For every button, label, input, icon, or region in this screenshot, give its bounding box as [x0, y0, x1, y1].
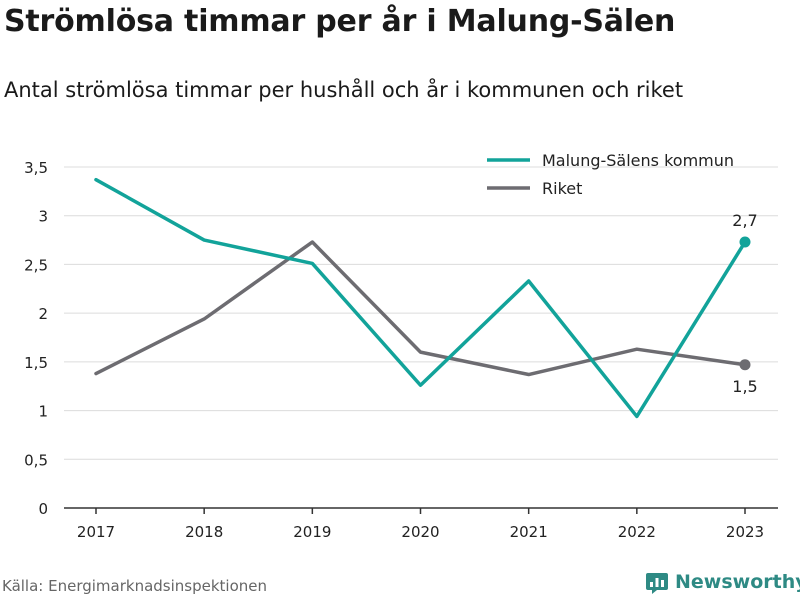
data-point: [419, 383, 423, 387]
x-tick-label: 2022: [618, 523, 656, 541]
y-tick-label: 1: [38, 403, 48, 421]
y-tick-label: 2,5: [24, 256, 48, 274]
chart-subtitle: Antal strömlösa timmar per hushåll och å…: [4, 78, 684, 102]
data-point: [310, 240, 314, 244]
data-point: [635, 414, 639, 418]
data-point: [419, 350, 423, 354]
y-tick-label: 3: [38, 208, 48, 226]
newsworthy-logo-icon: [646, 573, 668, 594]
data-point: [202, 317, 206, 321]
x-tick-label: 2020: [401, 523, 439, 541]
end-value-label: 2,7: [732, 211, 757, 230]
end-value-label: 1,5: [732, 377, 757, 396]
data-point: [94, 372, 98, 376]
y-tick-label: 3,5: [24, 159, 48, 177]
x-tick-label: 2019: [293, 523, 331, 541]
end-point: [739, 236, 751, 248]
chart-title: Strömlösa timmar per år i Malung-Sälen: [4, 4, 676, 39]
x-tick-label: 2018: [185, 523, 223, 541]
y-tick-label: 2: [38, 305, 48, 323]
data-point: [94, 178, 98, 182]
brand-label: Newsworthy: [675, 571, 800, 593]
data-point: [202, 238, 206, 242]
data-point: [527, 373, 531, 377]
data-point: [310, 261, 314, 265]
legend-label: Riket: [542, 179, 582, 198]
series-line-malung: [94, 177, 747, 419]
series-line-riket: [94, 240, 747, 377]
y-tick-label: 1,5: [24, 354, 48, 372]
y-tick-label: 0,5: [24, 451, 48, 469]
brand-logo[interactable]: Newsworthy: [645, 570, 800, 594]
end-point: [739, 359, 751, 371]
x-tick-label: 2021: [510, 523, 548, 541]
data-point: [527, 279, 531, 283]
source-note: Källa: Energimarknadsinspektionen: [2, 577, 268, 595]
legend-label: Malung-Sälens kommun: [542, 151, 734, 170]
x-tick-label: 2023: [726, 523, 764, 541]
data-point: [635, 347, 639, 351]
x-tick-label: 2017: [77, 523, 115, 541]
y-tick-label: 0: [38, 500, 48, 518]
